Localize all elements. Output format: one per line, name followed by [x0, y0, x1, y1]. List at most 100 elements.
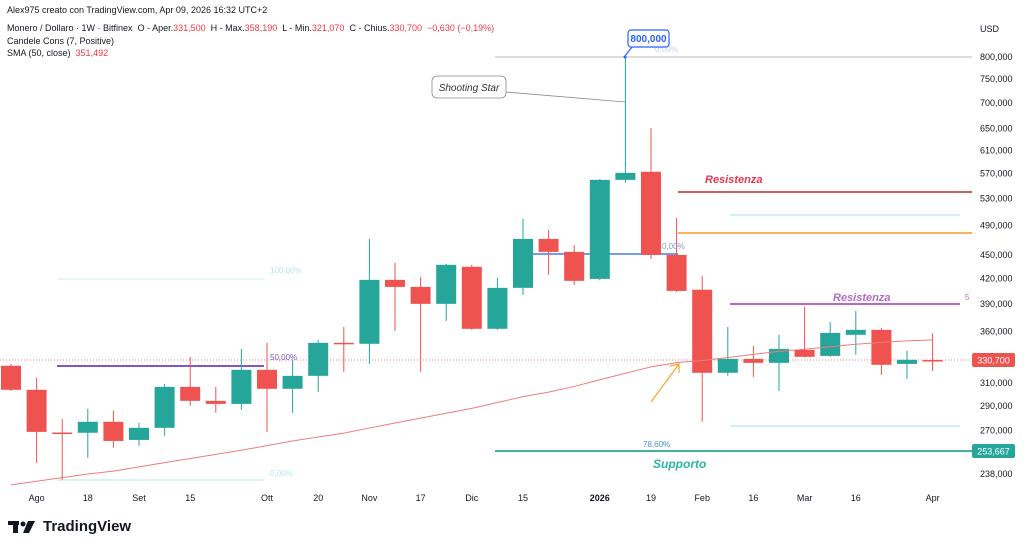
- y-tick-label: 310,000: [980, 378, 1013, 388]
- candle: [589, 179, 610, 281]
- fib-50-left-label: 50,00%: [270, 353, 297, 362]
- candle-body: [231, 369, 252, 404]
- candle-body: [257, 369, 277, 389]
- candle: [461, 264, 482, 330]
- x-tick-label: Mar: [797, 493, 813, 503]
- candle: [564, 244, 585, 285]
- x-tick-label: 15: [185, 493, 195, 503]
- candle-body: [538, 238, 559, 252]
- candle-body: [820, 332, 841, 356]
- candle-body: [410, 286, 431, 304]
- shooting-star-callout[interactable]: Shooting Star: [431, 75, 507, 99]
- x-tick-label: Dic: [465, 493, 478, 503]
- candle: [180, 356, 201, 406]
- candle-body: [743, 358, 764, 363]
- x-tick-label: Ott: [261, 493, 274, 503]
- x-tick-label: Set: [132, 493, 146, 503]
- x-tick-label: Nov: [361, 493, 378, 503]
- candle: [308, 339, 329, 392]
- x-tick-label: 19: [646, 493, 656, 503]
- candle-body: [922, 360, 943, 362]
- tradingview-logo-text: TradingView: [43, 518, 132, 535]
- candle: [717, 326, 738, 376]
- currency-label: USD: [980, 24, 1000, 34]
- close-label: C - Chius.: [349, 23, 390, 33]
- candle: [77, 408, 98, 458]
- x-tick-label: 18: [83, 493, 93, 503]
- indicator-sma[interactable]: SMA (50, close) 351,492: [7, 48, 108, 58]
- peak-price-label: 800,000: [630, 34, 667, 45]
- x-tick-label: 16: [748, 493, 758, 503]
- y-tick-label: 420,000: [980, 274, 1013, 284]
- resistance-red-label: Resistenza: [705, 174, 762, 186]
- candle: [129, 422, 149, 446]
- shooting-star-connector: [505, 91, 626, 103]
- candle: [641, 127, 661, 259]
- x-tick-label: Feb: [694, 493, 710, 503]
- candle-body: [103, 421, 124, 441]
- high-label: H - Max.: [210, 23, 245, 33]
- last-price-badge: 330,700: [972, 353, 1015, 367]
- candle: [513, 218, 533, 295]
- candle-body: [845, 329, 866, 335]
- support-price-value: 253,667: [977, 447, 1010, 457]
- candle: [666, 217, 687, 292]
- candle: [692, 275, 713, 422]
- candle-body: [589, 179, 610, 279]
- candle-body: [26, 389, 47, 432]
- candle: [436, 263, 457, 321]
- candle-body: [513, 238, 533, 288]
- candle-body: [871, 329, 892, 365]
- symbol-legend[interactable]: Monero / Dollaro · 1W · Bitfinex O - Ape…: [7, 23, 494, 33]
- candle-body: [129, 427, 149, 440]
- x-tick-label: 20: [313, 493, 323, 503]
- candle-body: [154, 386, 175, 428]
- support-price-badge: 253,667: [972, 444, 1015, 458]
- peak-price-callout[interactable]: 800,000: [623, 29, 670, 59]
- fib-0-mid-label: 0,00%: [662, 242, 685, 251]
- candle-body: [666, 254, 687, 291]
- symbol-name: Monero / Dollaro · 1W · Bitfinex: [7, 23, 133, 33]
- candle-body: [308, 342, 329, 376]
- last-price-value: 330,700: [977, 356, 1010, 366]
- open-label: O - Aper.: [137, 23, 174, 33]
- candle: [743, 345, 764, 377]
- candle-body: [487, 287, 508, 329]
- sma-label: SMA (50, close): [7, 48, 71, 58]
- low-label: L - Min.: [282, 23, 312, 33]
- candle: [820, 321, 841, 357]
- change-value: −0,630 (−0,19%): [427, 23, 495, 33]
- tradingview-logo[interactable]: TradingView: [8, 518, 131, 535]
- y-tick-label: 700,000: [980, 98, 1013, 108]
- candle-body: [897, 359, 917, 364]
- candle: [410, 276, 431, 372]
- candle: [1, 363, 21, 391]
- candle-body: [385, 279, 405, 287]
- candle: [845, 310, 866, 355]
- support-label: Supporto: [653, 457, 706, 471]
- indicator-candle-cons[interactable]: Candele Cons (7, Positive): [7, 36, 115, 46]
- fib-0-top-label: 0,00%: [655, 45, 678, 54]
- time-axis[interactable]: Ago 18 Set 15 Ott 20 Nov 17 Dic 15 2026 19 Feb 16 Mar 1…: [29, 493, 940, 503]
- candle: [359, 238, 380, 364]
- candle-body: [180, 386, 201, 401]
- candle-body: [1, 365, 21, 390]
- candle: [231, 348, 252, 410]
- close-value: 330,700: [389, 23, 423, 33]
- y-tick-label: 390,000: [980, 299, 1013, 309]
- sma-line: [10, 339, 933, 486]
- x-tick-label: 15: [518, 493, 528, 503]
- high-value: 358,190: [244, 23, 278, 33]
- x-tick-label: Ago: [29, 493, 45, 503]
- y-tick-label: 450,000: [980, 250, 1013, 260]
- y-tick-label: 490,000: [980, 221, 1013, 231]
- x-tick-label: 17: [416, 493, 426, 503]
- candle-body: [333, 342, 354, 345]
- candle-body: [692, 289, 713, 373]
- candle: [103, 410, 124, 448]
- candle: [26, 377, 47, 463]
- price-axis[interactable]: USD 800,000 750,000 700,000 650,000 610,000 5…: [980, 24, 1013, 479]
- candle: [333, 326, 354, 372]
- candle-body: [717, 358, 738, 373]
